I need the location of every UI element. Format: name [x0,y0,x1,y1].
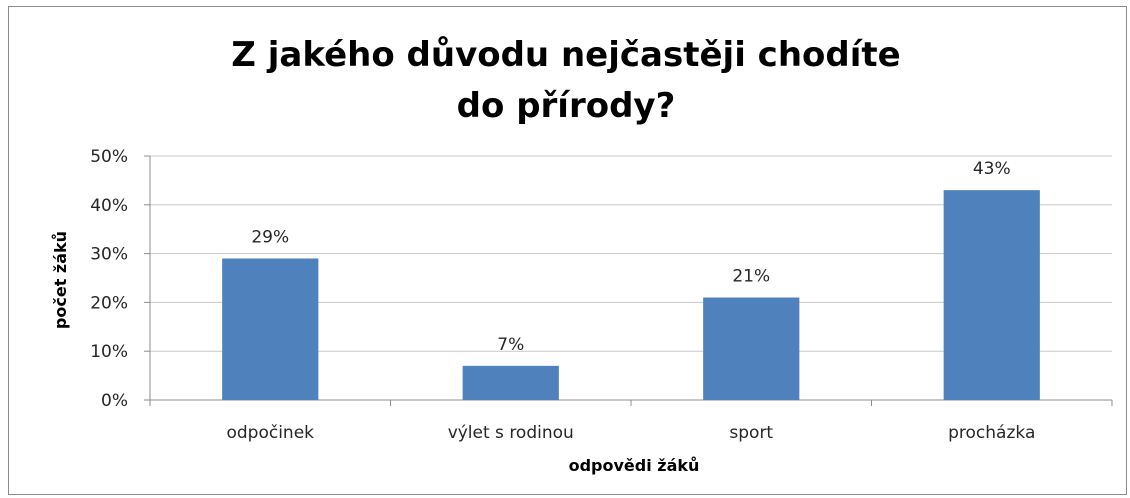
data-labels: 29% 7% 21% 43% [251,159,1010,355]
y-axis-title: počet žáků [51,231,70,329]
bar [703,297,800,400]
y-tick-label: 30% [90,245,128,265]
chart-title-line-2: do přírody? [457,86,676,126]
data-label: 7% [497,335,524,355]
y-axis-ticks: 0% 10% 20% 30% 40% 50% [90,147,128,411]
y-tick-label: 0% [101,391,128,411]
data-label: 29% [251,227,289,247]
bars [222,190,1040,400]
bar [222,258,319,400]
y-tick-label: 50% [90,147,128,167]
y-tick-label: 40% [90,196,128,216]
x-axis-ticks: odpočinek výlet s rodinou sport procházka [226,423,1035,443]
data-label: 43% [973,159,1011,179]
bar [462,365,559,400]
data-label: 21% [732,267,770,287]
x-tick-label: výlet s rodinou [448,423,574,443]
x-tick-label: sport [729,423,773,443]
y-tick-label: 10% [90,342,128,362]
bar [943,190,1040,400]
x-tick-label: procházka [948,423,1035,443]
chart-title-line-1: Z jakého důvodu nejčastěji chodíte [231,35,900,75]
x-tick-label: odpočinek [226,423,314,443]
y-tick-label: 20% [90,293,128,313]
x-axis-title: odpovědi žáků [569,456,700,475]
chart-frame [8,6,1127,495]
